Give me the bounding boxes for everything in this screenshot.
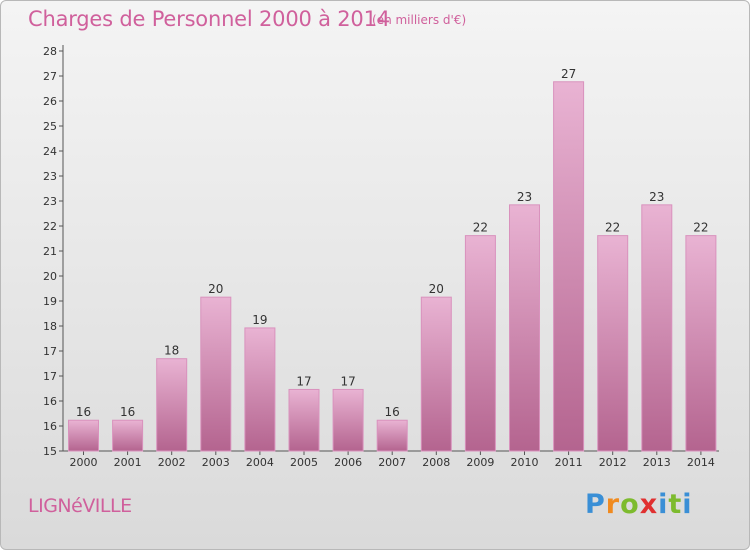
- bar-value-label: 16: [385, 405, 400, 419]
- chart-subtitle: (en milliers d'€): [372, 13, 467, 27]
- x-tick-label: 2003: [202, 456, 230, 469]
- chart-title: Charges de Personnel 2000 à 2014: [28, 7, 390, 31]
- y-tick-label: 17: [43, 370, 57, 383]
- x-tick-label: 2013: [643, 456, 671, 469]
- bar: [597, 235, 629, 452]
- logo-letter: o: [620, 489, 640, 520]
- x-tick-label: 2011: [555, 456, 583, 469]
- bars: [68, 81, 717, 452]
- logo-letter: i: [682, 489, 693, 520]
- axes: 15 16 16 17 17 18 19 20 21 22 23 23 24 25 26 27 28 2000 20…: [43, 45, 719, 469]
- x-tick-label: 2004: [246, 456, 274, 469]
- x-tick-label: 2007: [378, 456, 406, 469]
- bar: [420, 296, 452, 452]
- bar: [641, 204, 673, 452]
- bar: [332, 388, 364, 452]
- bar: [553, 81, 585, 452]
- bar: [685, 235, 717, 452]
- bar-value-label: 22: [473, 221, 488, 235]
- y-tick-label: 16: [43, 420, 57, 433]
- x-tick-label: 2012: [599, 456, 627, 469]
- x-tick-label: 2008: [422, 456, 450, 469]
- y-tick-label: 19: [43, 295, 57, 308]
- y-tick-label: 22: [43, 220, 57, 233]
- bar-value-label: 23: [649, 190, 664, 204]
- y-tick-label: 26: [43, 95, 57, 108]
- y-tick-label: 28: [43, 45, 57, 58]
- bar: [200, 296, 232, 452]
- bar-value-label: 22: [693, 221, 708, 235]
- x-tick-label: 2000: [70, 456, 98, 469]
- bar-value-label: 27: [561, 67, 576, 81]
- x-tick-label: 2010: [511, 456, 539, 469]
- proxiti-logo[interactable]: Proxiti: [585, 489, 693, 520]
- y-tick-label: 27: [43, 70, 57, 83]
- y-tick-label: 24: [43, 145, 57, 158]
- bar-value-label: 20: [429, 282, 444, 296]
- y-tick-label: 17: [43, 345, 57, 358]
- y-tick-label: 16: [43, 395, 57, 408]
- bar-value-label: 19: [252, 313, 267, 327]
- logo-letter: P: [585, 489, 606, 520]
- bar: [156, 358, 188, 452]
- y-tick-label: 25: [43, 120, 57, 133]
- logo-letter: t: [668, 489, 683, 520]
- bar-value-label: 18: [164, 344, 179, 358]
- x-tick-label: 2001: [114, 456, 142, 469]
- bar-value-label: 23: [517, 190, 532, 204]
- bar: [509, 204, 540, 452]
- bar: [464, 235, 496, 452]
- x-tick-label: 2006: [334, 456, 362, 469]
- bar-value-label: 22: [605, 221, 620, 235]
- y-tick-label: 23: [43, 170, 57, 183]
- bar-value-label: 17: [296, 374, 311, 388]
- x-tick-label: 2014: [687, 456, 715, 469]
- y-tick-label: 21: [43, 245, 57, 258]
- bar-value-label: 16: [120, 405, 135, 419]
- logo-letter: r: [605, 489, 621, 520]
- bar: [112, 419, 144, 452]
- city-name: LIGNéVILLE: [28, 495, 132, 517]
- y-tick-label: 20: [43, 270, 57, 283]
- bar-value-label: 17: [340, 374, 355, 388]
- x-tick-label: 2005: [290, 456, 318, 469]
- bar: [288, 388, 320, 452]
- x-tick-label: 2002: [158, 456, 186, 469]
- bar-value-label: 20: [208, 282, 223, 296]
- y-tick-label: 18: [43, 320, 57, 333]
- x-tick-label: 2009: [466, 456, 494, 469]
- bar-value-label: 16: [76, 405, 91, 419]
- bar: [68, 419, 99, 452]
- bar: [244, 327, 276, 452]
- logo-letter: x: [639, 489, 659, 520]
- y-tick-label: 23: [43, 195, 57, 208]
- logo-letter: i: [658, 489, 669, 520]
- bar: [376, 419, 408, 452]
- y-tick-label: 15: [43, 445, 57, 458]
- value-labels: 16 16 18 20 19 17 17 16 20 22 23 27 22 23 22: [76, 67, 709, 419]
